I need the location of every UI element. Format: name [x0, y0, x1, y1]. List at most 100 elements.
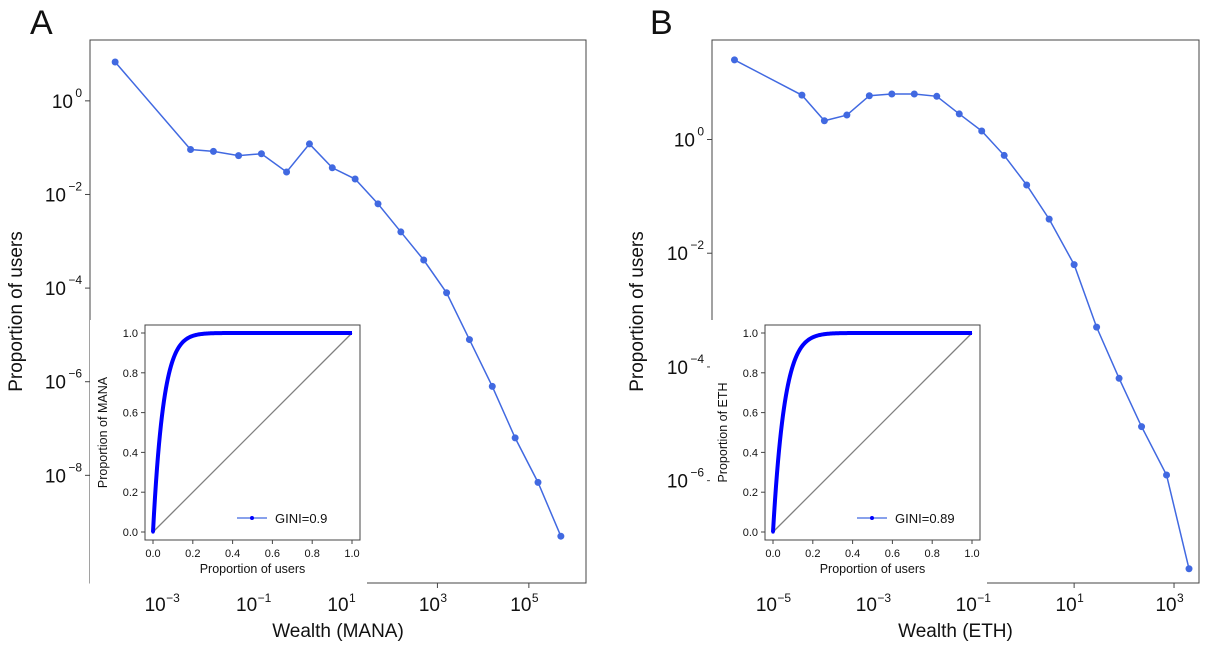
x-tick-label: 10: [856, 595, 877, 616]
lorenz-point: [775, 464, 780, 468]
inset-y-tick-label: 1.0: [123, 328, 138, 340]
lorenz-point: [151, 522, 156, 526]
inset-x-tick-label: 1.0: [344, 548, 359, 560]
lorenz-point: [773, 502, 777, 506]
y-tick-label: 10: [674, 131, 695, 152]
y-tick-label: 10: [667, 244, 688, 265]
x-tick-label: 10: [1155, 595, 1176, 616]
data-point: [888, 90, 896, 98]
y-tick-exponent: 0: [75, 86, 82, 100]
data-point: [111, 58, 119, 66]
lorenz-point: [151, 528, 155, 532]
y-axis-label: Proportion of users: [627, 231, 648, 392]
legend-label: GINI=0.9: [275, 511, 327, 526]
x-tick-exponent: 1: [1077, 591, 1084, 605]
inset-y-tick-label: 0.8: [123, 368, 138, 380]
panel-b: B 10 −5 10 −3 10 −1 10 1 10 3 010−210−410−610 Wea…: [627, 4, 1200, 642]
y-tick-label: 10: [45, 373, 66, 394]
y-tick-exponent: −2: [690, 238, 704, 252]
data-point: [865, 92, 873, 100]
y-tick-exponent: −4: [690, 352, 704, 366]
x-tick-exponent: −1: [258, 591, 272, 605]
inset-y-tick-label: 0.4: [123, 447, 138, 459]
inset-x-axis-label: Proportion of users: [820, 562, 926, 576]
data-point: [1000, 151, 1008, 159]
inset-x-tick-label: 0.4: [225, 548, 240, 560]
distribution-series: [111, 58, 565, 540]
data-point: [187, 146, 195, 154]
inset-y-tick-label: 0.0: [743, 527, 758, 539]
data-point: [209, 147, 217, 155]
inset-y-tick-label: 0.4: [743, 447, 758, 459]
lorenz-point: [774, 478, 779, 482]
inset-y-tick-label: 1.0: [743, 328, 758, 340]
lorenz-curve: [151, 331, 352, 534]
inset-x-ticks: 0.0 0.2 0.4 0.6 0.8 1.0: [765, 540, 980, 560]
inset-legend: GINI=0.9: [237, 511, 327, 526]
inset-x-axis-label: Proportion of users: [200, 562, 306, 576]
x-tick-exponent: 1: [349, 591, 356, 605]
x-axis-label: Wealth (ETH): [898, 621, 1013, 642]
x-tick-label: 10: [510, 595, 531, 616]
lorenz-point: [153, 487, 158, 491]
inset-y-axis-label: Proportion of MANA: [96, 376, 110, 488]
data-point: [730, 56, 738, 64]
lorenz-point: [771, 523, 776, 527]
inset-y-tick-label: 0.6: [743, 408, 758, 420]
lorenz-point: [773, 491, 778, 495]
inset-x-tick-label: 0.8: [925, 548, 940, 560]
y-tick-labels: 010−210−410−610−810: [45, 86, 90, 487]
lorenz-point: [153, 499, 157, 503]
x-tick-exponent: −5: [777, 591, 791, 605]
lorenz-point: [777, 449, 781, 453]
data-point: [420, 256, 428, 264]
data-point: [397, 228, 405, 236]
lorenz-line: [771, 331, 972, 533]
x-tick-exponent: 3: [440, 591, 447, 605]
x-tick-label: 10: [756, 595, 777, 616]
inset-x-ticks: 0.0 0.2 0.4 0.6 0.8 1.0: [145, 540, 360, 560]
x-tick-label: 10: [327, 595, 348, 616]
lorenz-point: [152, 516, 156, 520]
lorenz-point: [772, 510, 776, 515]
inset-y-ticks: 0.0 0.2 0.4 0.6 0.8 1.0: [123, 328, 145, 539]
inset-y-tick-label: 0.0: [123, 527, 138, 539]
y-tick-label: 10: [45, 279, 66, 300]
data-point: [1045, 215, 1053, 223]
lorenz-line: [151, 331, 352, 533]
y-tick-exponent: 0: [697, 125, 704, 139]
data-point: [374, 200, 382, 208]
y-tick-exponent: −6: [68, 367, 82, 381]
inset-y-tick-label: 0.8: [743, 368, 758, 380]
data-point: [257, 150, 265, 158]
inset-x-tick-label: 0.6: [265, 548, 280, 560]
equality-line: [772, 332, 973, 533]
inset-y-tick-label: 0.2: [743, 487, 758, 499]
data-point: [1163, 471, 1171, 479]
x-axis-label: Wealth (MANA): [272, 621, 404, 642]
data-point: [557, 532, 565, 540]
x-tick-exponent: −3: [166, 591, 180, 605]
inset-x-tick-label: 0.2: [185, 548, 200, 560]
x-tick-labels: 10 −5 10 −3 10 −1 10 1 10 3: [756, 583, 1184, 616]
data-point: [933, 92, 941, 100]
inset-y-ticks: 0.0 0.2 0.4 0.6 0.8 1.0: [743, 328, 765, 539]
y-tick-exponent: −8: [68, 460, 82, 474]
data-point: [1070, 261, 1078, 269]
data-point: [1093, 323, 1101, 331]
data-point: [955, 110, 963, 118]
y-tick-label: 10: [52, 92, 73, 113]
inset-x-tick-label: 1.0: [964, 548, 979, 560]
data-point: [443, 289, 451, 297]
lorenz-point: [771, 526, 775, 530]
x-tick-label: 10: [419, 595, 440, 616]
y-tick-label: 10: [667, 358, 688, 379]
lorenz-point: [154, 474, 159, 478]
panel-letter-a: A: [30, 4, 53, 42]
x-tick-label: 10: [145, 595, 166, 616]
lorenz-point: [772, 517, 776, 522]
y-tick-label: 10: [45, 466, 66, 487]
inset-x-tick-label: 0.6: [885, 548, 900, 560]
data-point: [283, 168, 291, 176]
